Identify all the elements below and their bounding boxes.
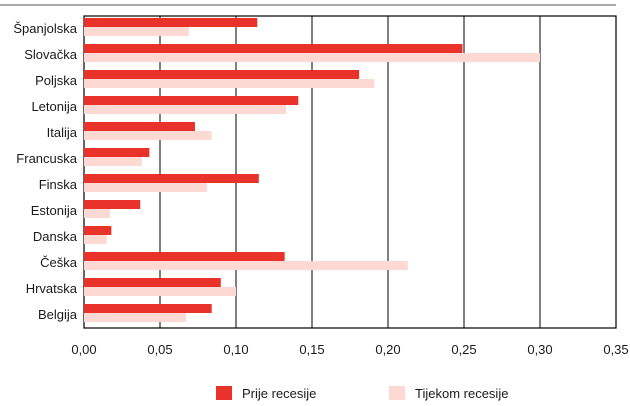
x-tick-label: 0,05 — [147, 342, 172, 357]
bar-tijekom-recesije — [84, 287, 236, 296]
bar-tijekom-recesije — [84, 53, 540, 62]
x-tick-label: 0,20 — [375, 342, 400, 357]
bar-prije-recesije — [84, 18, 258, 27]
category-label: Belgija — [38, 307, 78, 322]
bar-tijekom-recesije — [84, 27, 189, 36]
category-label: Hrvatska — [26, 281, 78, 296]
category-label: Finska — [39, 177, 78, 192]
legend-swatch — [389, 386, 405, 400]
x-tick-label: 0,35 — [603, 342, 628, 357]
bar-prije-recesije — [84, 252, 285, 261]
bar-prije-recesije — [84, 96, 299, 105]
x-tick-label: 0,30 — [527, 342, 552, 357]
bar-tijekom-recesije — [84, 157, 142, 166]
legend-label: Tijekom recesije — [415, 386, 508, 401]
bar-tijekom-recesije — [84, 209, 110, 218]
category-label: Poljska — [35, 73, 78, 88]
bar-tijekom-recesije — [84, 79, 375, 88]
x-tick-label: 0,00 — [71, 342, 96, 357]
category-label: Slovačka — [24, 47, 78, 62]
bar-tijekom-recesije — [84, 313, 186, 322]
category-label: Francuska — [16, 151, 77, 166]
bar-prije-recesije — [84, 278, 221, 287]
legend-swatch — [216, 386, 232, 400]
bar-prije-recesije — [84, 44, 463, 53]
category-label: Estonija — [31, 203, 78, 218]
legend-label: Prije recesije — [242, 386, 316, 401]
x-tick-label: 0,15 — [299, 342, 324, 357]
bar-prije-recesije — [84, 70, 360, 79]
bar-tijekom-recesije — [84, 235, 107, 244]
bar-prije-recesije — [84, 304, 212, 313]
bar-tijekom-recesije — [84, 183, 208, 192]
bar-tijekom-recesije — [84, 261, 408, 270]
plot-frame — [83, 15, 617, 329]
bar-prije-recesije — [84, 226, 112, 235]
category-label: Letonija — [31, 99, 77, 114]
bar-prije-recesije — [84, 122, 195, 131]
bar-prije-recesije — [84, 200, 141, 209]
bar-prije-recesije — [84, 148, 150, 157]
category-label: Italija — [47, 125, 78, 140]
x-tick-label: 0,25 — [451, 342, 476, 357]
bar-tijekom-recesije — [84, 131, 212, 140]
category-label: Češka — [40, 255, 78, 270]
bar-prije-recesije — [84, 174, 259, 183]
x-tick-label: 0,10 — [223, 342, 248, 357]
bar-tijekom-recesije — [84, 105, 287, 114]
category-label: Španjolska — [13, 21, 77, 36]
category-label: Danska — [33, 229, 78, 244]
